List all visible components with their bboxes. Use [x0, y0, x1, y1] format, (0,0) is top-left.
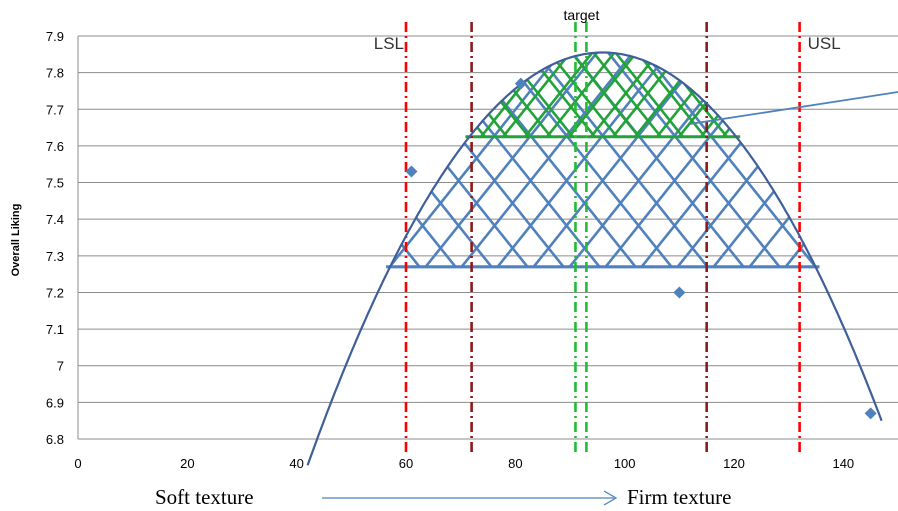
hatch-line [820, 47, 898, 268]
hatch-line [390, 52, 531, 267]
hatch-line [856, 47, 898, 268]
y-tick-label: 7.5 [46, 176, 64, 191]
texture-arrow [322, 490, 618, 506]
x-tick-label: 60 [399, 456, 413, 471]
hatch-line [698, 52, 737, 137]
hatch-line [747, 52, 816, 267]
x-tick-label: 20 [180, 456, 194, 471]
soft-texture-label: Soft texture [155, 485, 254, 509]
y-tick-labels: 6.8 6.9 7 7.1 7.2 7.3 7.4 7.5 7.6 7.7 7.8 7.9 [46, 29, 64, 447]
hatch-line [720, 52, 737, 137]
hatch-line [743, 47, 816, 138]
hatch-line [820, 47, 898, 268]
hatch-line [809, 47, 882, 138]
hatch-line [531, 52, 711, 267]
hatch-line [743, 47, 816, 138]
x-tick-labels: 0 20 40 60 80 100 120 140 [74, 456, 854, 471]
hatch-line [675, 52, 816, 267]
hatch-line [588, 52, 664, 137]
hatch-line [809, 47, 882, 138]
y-tick-label: 6.8 [46, 432, 64, 447]
hatch-line [765, 47, 838, 138]
x-tick-label: 120 [723, 456, 745, 471]
spec-line-labels: LSL USL target [374, 7, 841, 53]
fit-curve [306, 51, 883, 466]
x-tick-label: 40 [289, 456, 303, 471]
hatch-line [610, 52, 686, 137]
hatch-line [566, 52, 642, 137]
hatch-line [391, 47, 464, 138]
y-tick-label: 7 [57, 359, 64, 374]
hatch-line [390, 52, 423, 267]
y-tick-label: 7.7 [46, 102, 64, 117]
y-tick-label: 7.4 [46, 212, 64, 227]
x-tick-label: 140 [832, 456, 854, 471]
hatch-line [391, 47, 464, 138]
hatch-line [676, 52, 737, 137]
data-point [514, 77, 527, 90]
data-point [673, 286, 686, 299]
hatch-line [208, 47, 385, 268]
data-points [405, 77, 877, 420]
hatch-line [783, 52, 816, 267]
hatch-line [390, 52, 423, 267]
lsl-label: LSL [374, 34, 404, 53]
hatch-line [639, 52, 816, 267]
hatch-line [856, 47, 898, 268]
y-tick-label: 7.6 [46, 139, 64, 154]
hatch-line [783, 52, 816, 267]
gridlines [77, 35, 898, 440]
x-tick-label: 0 [74, 456, 81, 471]
hatch-line [469, 52, 488, 137]
y-tick-label: 6.9 [46, 395, 64, 410]
y-tick-label: 7.9 [46, 29, 64, 44]
y-tick-label: 7.8 [46, 66, 64, 81]
hatch-line [892, 47, 898, 268]
hatch-line [720, 52, 737, 137]
hatch-line [469, 52, 488, 137]
usl-label: USL [808, 34, 841, 53]
data-point [864, 407, 877, 420]
callout-line [690, 91, 898, 125]
y-tick-label: 7.3 [46, 249, 64, 264]
hatch-line [208, 47, 385, 268]
hatch-line [390, 52, 459, 267]
y-axis-label: Overall Liking [10, 204, 22, 277]
y-tick-label: 7.1 [46, 322, 64, 337]
hatched-region-blue [208, 47, 898, 268]
target-label: target [564, 7, 600, 23]
x-tick-label: 100 [614, 456, 636, 471]
hatch-line [892, 47, 898, 268]
firm-texture-label: Firm texture [627, 485, 732, 509]
x-tick-label: 80 [508, 456, 522, 471]
y-tick-label: 7.2 [46, 285, 64, 300]
hatch-line [469, 52, 532, 137]
data-point [405, 165, 418, 178]
hatch-line [390, 52, 495, 267]
hatch-line [765, 47, 838, 138]
hatch-line [747, 52, 816, 267]
